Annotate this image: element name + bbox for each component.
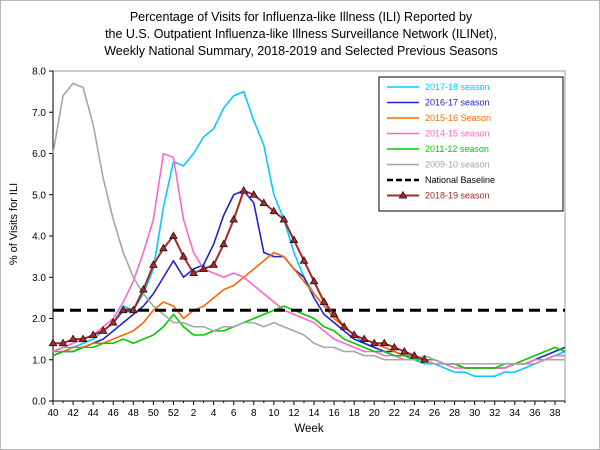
x-axis-tick-label: 36: [529, 408, 541, 419]
legend-label-2017-18-season: 2017-18 season: [425, 82, 490, 92]
x-axis-tick-label: 44: [88, 408, 100, 419]
series-marker-triangle: [149, 260, 158, 268]
legend-label-2014-15-season: 2014-15 season: [425, 129, 490, 139]
series-marker-triangle: [279, 214, 289, 223]
x-axis-tick-label: 50: [148, 408, 160, 419]
series-2009-10-season: [52, 82, 565, 365]
y-axis-tick-label: 6.0: [32, 149, 46, 160]
series-marker-triangle: [189, 268, 198, 277]
x-axis-tick-label: 4: [211, 408, 217, 419]
x-axis-tick-label: 16: [329, 408, 341, 419]
x-axis-tick-label: 52: [168, 408, 180, 419]
y-axis-tick-label: 4.0: [32, 232, 46, 243]
chart-title: Percentage of Visits for Influenza-like …: [1, 9, 599, 60]
series-marker-triangle: [88, 330, 98, 338]
x-axis-tick-label: 24: [409, 408, 421, 419]
series-marker-triangle: [219, 239, 228, 248]
series-marker-triangle: [339, 322, 349, 330]
series-2011-12-season: [52, 305, 566, 369]
legend-label-national-baseline: National Baseline: [425, 175, 495, 185]
x-axis-tick-label: 2: [191, 408, 197, 419]
y-axis-tick-label: 8.0: [32, 67, 46, 78]
x-axis-tick-label: 10: [268, 408, 280, 419]
legend-label-2009-10-season: 2009-10 season: [425, 160, 490, 170]
series-marker-triangle: [390, 342, 399, 351]
legend-box: [378, 76, 564, 212]
series-marker-triangle: [58, 338, 68, 347]
series-marker-triangle: [108, 318, 118, 326]
series-marker-triangle: [229, 214, 239, 223]
legend-marker-triangle: [398, 190, 408, 199]
x-axis-tick-label: 32: [489, 408, 501, 419]
legend-label-2011-12-season: 2011-12 season: [425, 144, 489, 154]
series-marker-triangle: [98, 326, 108, 334]
series-marker-triangle: [239, 186, 249, 194]
x-axis-tick-label: 30: [469, 408, 481, 419]
x-axis-tick-label: 40: [47, 408, 59, 419]
series-marker-triangle: [379, 338, 389, 347]
x-axis-tick-label: 6: [231, 408, 237, 419]
y-axis-tick-label: 7.0: [32, 108, 46, 119]
series-marker-triangle: [349, 330, 359, 338]
x-axis-tick-label: 26: [429, 408, 441, 419]
series-marker-triangle: [78, 334, 88, 343]
series-marker-triangle: [249, 190, 259, 198]
x-axis-tick-label: 28: [449, 408, 461, 419]
series-marker-triangle: [319, 297, 329, 305]
legend-label-2015-16-season: 2015-16 Season: [425, 113, 491, 123]
series-marker-triangle: [128, 305, 138, 314]
series-marker-triangle: [139, 285, 148, 293]
x-axis-tick-label: 20: [369, 408, 381, 419]
series-marker-triangle: [159, 243, 168, 252]
series-marker-triangle: [410, 351, 419, 359]
x-axis-tick-label: 34: [509, 408, 521, 419]
x-axis-tick-label: 48: [128, 408, 140, 419]
x-axis-tick-label: 22: [389, 408, 401, 419]
chart-title-line-3: Weekly National Summary, 2018-2019 and S…: [104, 44, 498, 58]
x-axis-title: Week: [294, 423, 324, 435]
series-marker-triangle: [309, 276, 319, 285]
x-axis-tick-label: 42: [68, 408, 80, 419]
legend-label-2016-17-season: 2016-17 season: [425, 98, 490, 108]
y-axis-tick-label: 1.0: [32, 355, 46, 366]
series-marker-triangle: [329, 309, 339, 318]
x-axis-tick-label: 14: [308, 408, 320, 419]
series-marker-triangle: [259, 198, 269, 206]
legend-label-2018-19-season: 2018-19 season: [425, 191, 490, 201]
x-axis-tick-label: 38: [549, 408, 561, 419]
x-axis-tick-label: 18: [349, 408, 361, 419]
x-axis-tick-label: 12: [288, 408, 300, 419]
y-axis-tick-label: 0.0: [32, 397, 46, 408]
series-marker-triangle: [118, 305, 128, 314]
series-marker-triangle: [299, 256, 309, 264]
series-marker-triangle: [400, 346, 409, 355]
chart-canvas: 0.01.02.03.04.05.06.07.08.040 42 44 46 48 50 5…: [32, 67, 566, 419]
chart-title-line-1: Percentage of Visits for Influenza-like …: [129, 10, 473, 24]
x-axis-tick-label: 46: [108, 408, 120, 419]
series-marker-triangle: [169, 231, 178, 239]
series-marker-triangle: [369, 338, 379, 347]
series-marker-triangle: [269, 206, 279, 215]
series-marker-triangle: [199, 264, 208, 272]
y-axis-tick-label: 5.0: [32, 190, 46, 201]
series-marker-triangle: [359, 334, 369, 343]
series-marker-triangle: [68, 334, 78, 343]
y-axis-tick-label: 3.0: [32, 273, 46, 284]
series-marker-triangle: [420, 355, 429, 363]
x-axis-tick-label: 8: [251, 408, 257, 419]
series-marker-triangle: [48, 338, 58, 347]
series-marker-triangle: [289, 235, 299, 244]
chart-title-line-2: the U.S. Outpatient Influenza-like Illne…: [105, 27, 497, 41]
y-axis-tick-label: 2.0: [32, 314, 46, 325]
series-marker-triangle: [179, 252, 188, 260]
series-marker-triangle: [209, 260, 218, 268]
